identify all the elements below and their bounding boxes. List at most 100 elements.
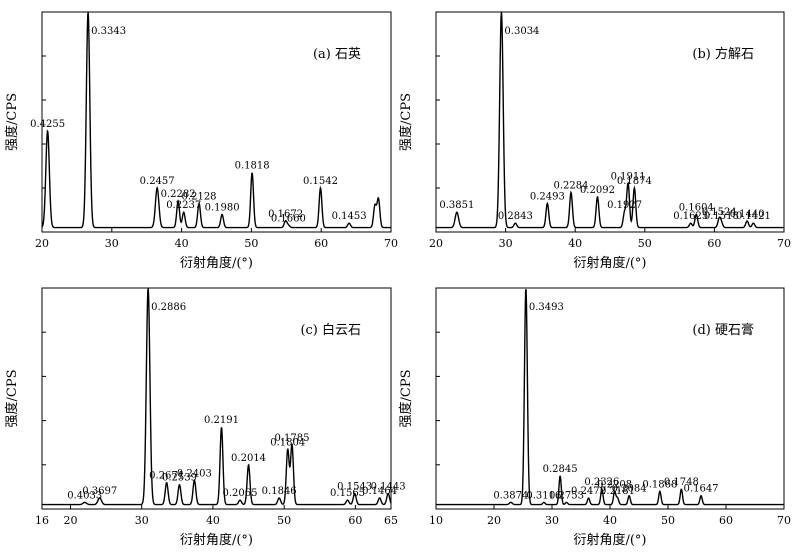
peak-label: 0.2014 — [231, 453, 266, 464]
peak-label: 0.1453 — [332, 211, 367, 222]
x-tick-label: 40 — [206, 514, 220, 527]
y-axis-title: 强度/CPS — [398, 93, 414, 151]
x-tick-label: 60 — [719, 514, 733, 527]
peak-label: 0.3851 — [439, 200, 474, 211]
x-tick-label: 40 — [603, 514, 617, 527]
plot-frame — [41, 11, 392, 233]
x-tick-label: 20 — [429, 237, 443, 250]
peak-label: 0.2403 — [177, 468, 212, 479]
peak-label: 0.3697 — [82, 486, 117, 497]
peak-label: 0.3874 — [493, 490, 528, 501]
peak-label: 0.1927 — [607, 200, 642, 211]
plot-frame — [435, 11, 785, 233]
peak-label: 0.2092 — [580, 185, 615, 196]
peak-label: 0.2671 — [149, 470, 184, 481]
peak-label: 0.1748 — [664, 477, 699, 488]
x-tick-label: 30 — [545, 514, 559, 527]
x-tick-label: 70 — [384, 237, 398, 250]
x-axis-title: 衍射角度/(°) — [180, 532, 253, 548]
peak-label: 0.1542 — [303, 176, 338, 187]
peak-label: 0.3493 — [529, 302, 564, 313]
peak-label: 0.1443 — [371, 482, 406, 493]
xrd-curve — [436, 289, 784, 506]
xrd-panel-2: 20 30 40 50 60 70 0.3851 0.3034 0.2843 0.24930.22… — [398, 11, 791, 271]
peak-label: 0.3343 — [91, 26, 126, 37]
x-tick-label: 20 — [35, 237, 49, 250]
peak-label: 0.2284 — [554, 180, 589, 191]
x-tick-label: 20 — [487, 514, 501, 527]
x-axis-title: 衍射角度/(°) — [573, 255, 646, 271]
peak-label: 0.2493 — [530, 191, 565, 202]
peak-label: 0.1818 — [235, 161, 270, 172]
peak-label: 0.1604 — [679, 202, 714, 213]
y-axis-title: 强度/CPS — [4, 370, 20, 428]
x-tick-label: 50 — [661, 514, 675, 527]
x-tick-label: 30 — [105, 237, 119, 250]
peak-label: 0.2886 — [151, 302, 186, 313]
x-tick-label: 70 — [777, 237, 791, 250]
x-tick-label: 20 — [63, 514, 77, 527]
peak-label: 0.2282 — [161, 189, 196, 200]
xrd-curve — [41, 12, 391, 229]
peak-label: 0.2191 — [204, 415, 239, 426]
peak-label: 0.2084 — [612, 484, 647, 495]
peak-label: 0.1874 — [617, 176, 652, 187]
xrd-panel-3: 16 20 30 40 50 60 650.40330.36970.28860.26710.… — [4, 287, 406, 548]
x-tick-label: 60 — [314, 237, 328, 250]
peak-label: 0.2753 — [549, 490, 584, 501]
peak-label: 0.1911 — [611, 172, 646, 183]
peak-label: 0.1625 — [673, 211, 708, 222]
peak-label: 0.1980 — [205, 202, 240, 213]
peak-label: 0.1804 — [270, 437, 305, 448]
peak-label: 0.3116 — [526, 490, 561, 501]
peak-label: 0.2457 — [140, 176, 175, 187]
peak-label: 0.3034 — [504, 26, 539, 37]
peak-label: 0.2128 — [182, 191, 217, 202]
peak-label: 0.2843 — [498, 211, 533, 222]
plot-frame — [41, 287, 392, 510]
x-tick-label: 16 — [35, 514, 49, 527]
peak-label: 0.1785 — [274, 433, 309, 444]
peak-label: 0.1440 — [730, 209, 765, 220]
peak-label: 0.4255 — [30, 119, 65, 130]
peak-label: 0.1524 — [702, 207, 737, 218]
peak-label: 0.2181 — [600, 486, 635, 497]
x-tick-label: 60 — [348, 514, 362, 527]
peak-label: 0.1518 — [704, 211, 739, 222]
x-axis-title: 衍射角度/(°) — [180, 255, 253, 271]
x-tick-label: 65 — [384, 514, 398, 527]
peak-label: 0.2845 — [543, 464, 578, 475]
x-tick-label: 40 — [175, 237, 189, 250]
x-tick-label: 50 — [244, 237, 258, 250]
xrd-curve — [436, 12, 784, 229]
peak-label: 0.2539 — [162, 473, 197, 484]
panel-label: (b) 方解石 — [692, 46, 754, 62]
peak-label: 0.2472 — [571, 486, 606, 497]
peak-label: 0.1868 — [642, 479, 677, 490]
peak-label: 0.2237 — [166, 200, 201, 211]
x-axis-title: 衍射角度/(°) — [573, 532, 646, 548]
peak-label: 0.1464 — [362, 486, 397, 497]
x-tick-label: 50 — [638, 237, 652, 250]
panel-label: (a) 石英 — [313, 47, 361, 62]
peak-label: 0.1660 — [271, 213, 306, 224]
x-tick-label: 50 — [277, 514, 291, 527]
x-tick-label: 40 — [568, 237, 582, 250]
peak-label: 0.2065 — [223, 488, 258, 499]
peak-label: 0.4033 — [67, 490, 102, 501]
peak-label: 0.1565 — [330, 488, 365, 499]
peak-label: 0.1846 — [262, 486, 297, 497]
plot-frame — [435, 287, 785, 510]
y-axis-title: 强度/CPS — [4, 93, 20, 151]
panel-label: (d) 硬石膏 — [692, 322, 754, 338]
xrd-curve — [42, 288, 392, 506]
xrd-panel-1: 20 30 40 50 60 70 0.4255 0.3343 0.2457 0.22820.22… — [4, 11, 398, 271]
x-tick-label: 60 — [707, 237, 721, 250]
peak-label: 0.1543 — [337, 482, 372, 493]
y-axis-title: 强度/CPS — [398, 370, 414, 428]
xrd-panel-4: 10 20 30 40 50 60 70 0.3874 0.3493 0.3116 0.2845 0.… — [398, 287, 791, 548]
x-tick-label: 30 — [499, 237, 513, 250]
x-tick-label: 70 — [777, 514, 791, 527]
panel-label: (c) 白云石 — [300, 322, 361, 338]
